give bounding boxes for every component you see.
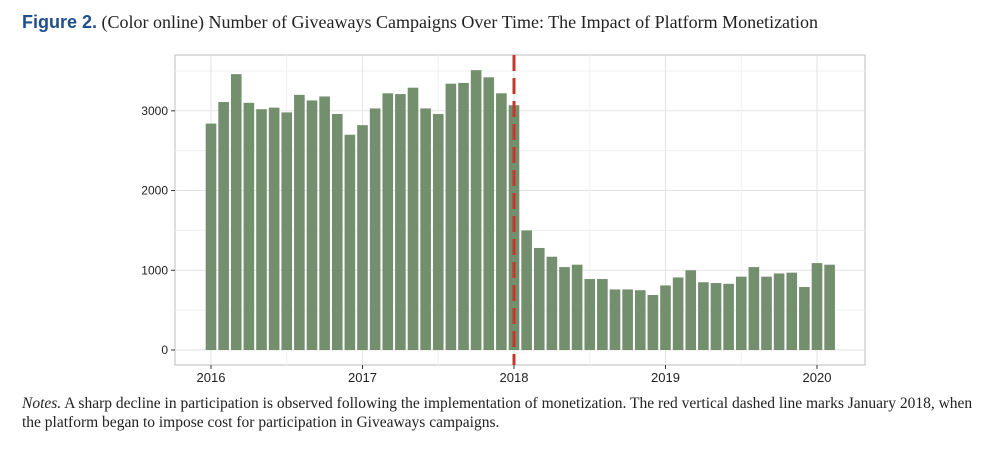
notes-label: Notes. xyxy=(22,395,62,412)
bar xyxy=(647,294,659,350)
bars xyxy=(205,70,835,351)
bar xyxy=(205,123,217,350)
bar xyxy=(571,264,583,350)
bar xyxy=(344,134,356,350)
bar xyxy=(546,256,558,350)
bar xyxy=(369,108,381,350)
bar xyxy=(331,114,343,350)
bar xyxy=(609,289,621,350)
bar xyxy=(458,82,469,350)
bar xyxy=(584,279,596,350)
bar xyxy=(218,102,229,350)
bar xyxy=(786,272,798,350)
bar xyxy=(672,277,684,350)
bar xyxy=(622,289,633,350)
bar xyxy=(773,273,785,350)
bar xyxy=(470,70,482,351)
x-tick-label: 2019 xyxy=(651,370,680,385)
bar xyxy=(685,270,697,350)
bar xyxy=(521,230,532,350)
bar xyxy=(634,290,646,350)
bar xyxy=(306,100,318,350)
figure-notes: Notes. A sharp decline in participation … xyxy=(22,394,987,432)
bar xyxy=(256,109,267,350)
figure-caption-text: (Color online) Number of Giveaways Campa… xyxy=(101,12,819,32)
bar xyxy=(281,112,293,350)
bar xyxy=(723,283,734,350)
bar xyxy=(294,94,305,350)
bar xyxy=(698,282,709,350)
bar xyxy=(230,74,242,350)
bar xyxy=(382,93,394,351)
bar xyxy=(243,102,255,350)
x-tick-label: 2018 xyxy=(500,370,529,385)
x-axis: 2016 2017 2018 2019 2020 xyxy=(197,365,832,385)
bar xyxy=(357,125,368,350)
y-tick-label: 0 xyxy=(161,343,168,357)
bar xyxy=(432,114,444,350)
bar xyxy=(597,279,608,350)
x-tick-label: 2020 xyxy=(803,370,832,385)
notes-text: A sharp decline in participation is obse… xyxy=(22,395,973,431)
bar xyxy=(559,267,570,350)
bar xyxy=(445,83,457,350)
bar xyxy=(799,287,810,350)
y-tick-label: 1000 xyxy=(141,263,168,277)
bar xyxy=(268,107,280,351)
x-tick-label: 2016 xyxy=(197,370,226,385)
figure-caption: Figure 2. (Color online) Number of Givea… xyxy=(22,12,982,33)
x-tick-label: 2017 xyxy=(348,370,377,385)
bar xyxy=(748,267,760,350)
bar xyxy=(710,283,722,350)
bar xyxy=(483,77,495,350)
bar xyxy=(824,264,835,350)
bar xyxy=(420,108,431,350)
bar xyxy=(496,93,507,351)
bar xyxy=(533,247,545,350)
bar xyxy=(407,87,419,350)
y-tick-label: 2000 xyxy=(141,184,168,198)
y-tick-label: 3000 xyxy=(141,104,168,118)
bar xyxy=(395,94,406,350)
y-axis: 0 1000 2000 3000 xyxy=(141,104,175,357)
bar xyxy=(735,276,747,350)
bar xyxy=(811,263,823,350)
bar xyxy=(660,285,671,350)
figure-label: Figure 2. xyxy=(22,12,98,32)
bar xyxy=(761,276,772,350)
bar xyxy=(319,96,330,351)
